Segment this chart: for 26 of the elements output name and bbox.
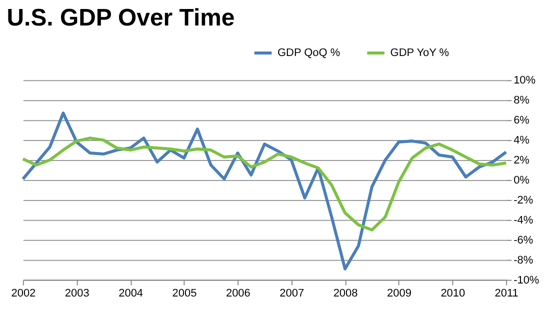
y-tick-label: 6% [514,114,530,127]
y-tick-label: -4% [514,214,534,226]
chart-title: U.S. GDP Over Time [6,4,235,32]
x-tick-label: 2010 [440,287,466,300]
x-tick-label: 2004 [118,287,144,300]
x-tick-label: 2002 [11,287,36,300]
legend-label: GDP YoY % [390,46,450,59]
y-tick-label: 2% [514,154,530,167]
y-tick-label: -8% [514,254,534,266]
line-series [21,136,508,232]
x-tick-label: 2006 [226,287,250,300]
x-tick-label: 2011 [494,287,518,300]
y-tick-label: -2% [514,194,534,206]
y-tick-label: -6% [514,234,534,246]
legend-label: GDP QoQ % [277,46,340,59]
x-tick-label: 2009 [387,287,412,300]
y-tick-label: 8% [514,94,530,107]
x-tick-label: 2003 [64,287,90,300]
y-tick-label: 10% [514,74,536,87]
x-tick-label: 2007 [280,287,304,300]
line-series [21,112,508,270]
x-tick-label: 2008 [333,287,358,300]
x-tick-label: 2005 [172,287,197,300]
y-tick-label: 0% [514,174,530,186]
y-tick-label: -10% [514,274,540,286]
y-tick-label: 4% [514,134,530,147]
